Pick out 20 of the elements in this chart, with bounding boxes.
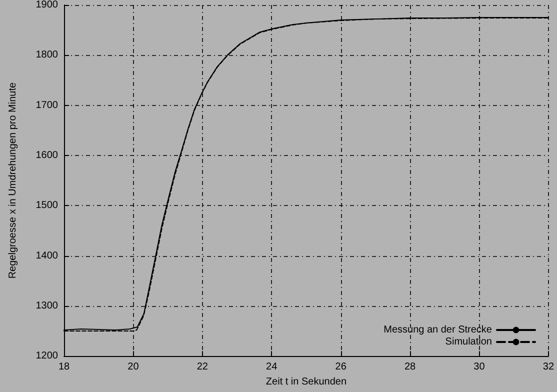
x-tick-label: 18 bbox=[58, 362, 70, 373]
x-tick-label: 22 bbox=[196, 362, 208, 373]
y-tick-label: 1800 bbox=[36, 50, 58, 61]
y-tick-label: 1600 bbox=[36, 150, 58, 161]
y-tick-label: 1500 bbox=[36, 200, 58, 212]
x-tick-label: 20 bbox=[128, 362, 140, 373]
x-tick-label: 32 bbox=[542, 362, 554, 373]
x-tick-label: 26 bbox=[335, 362, 347, 373]
legend-label: Messung an der Strecke bbox=[384, 324, 492, 336]
y-tick-label: 1300 bbox=[36, 300, 58, 312]
y-tick-label: 1400 bbox=[36, 250, 58, 262]
x-axis-title: Zeit t in Sekunden bbox=[266, 376, 347, 388]
y-tick-label: 1700 bbox=[36, 100, 58, 111]
x-tick-label: 30 bbox=[474, 362, 486, 373]
y-tick-label: 1200 bbox=[36, 350, 58, 362]
y-axis-title: Regelgroesse x in Umdrehungen pro Minute bbox=[8, 82, 18, 279]
x-tick-label: 28 bbox=[404, 362, 416, 373]
x-tick-label: 24 bbox=[266, 362, 278, 373]
legend-label: Simulation bbox=[445, 336, 492, 348]
y-tick-label: 1900 bbox=[36, 0, 58, 10]
